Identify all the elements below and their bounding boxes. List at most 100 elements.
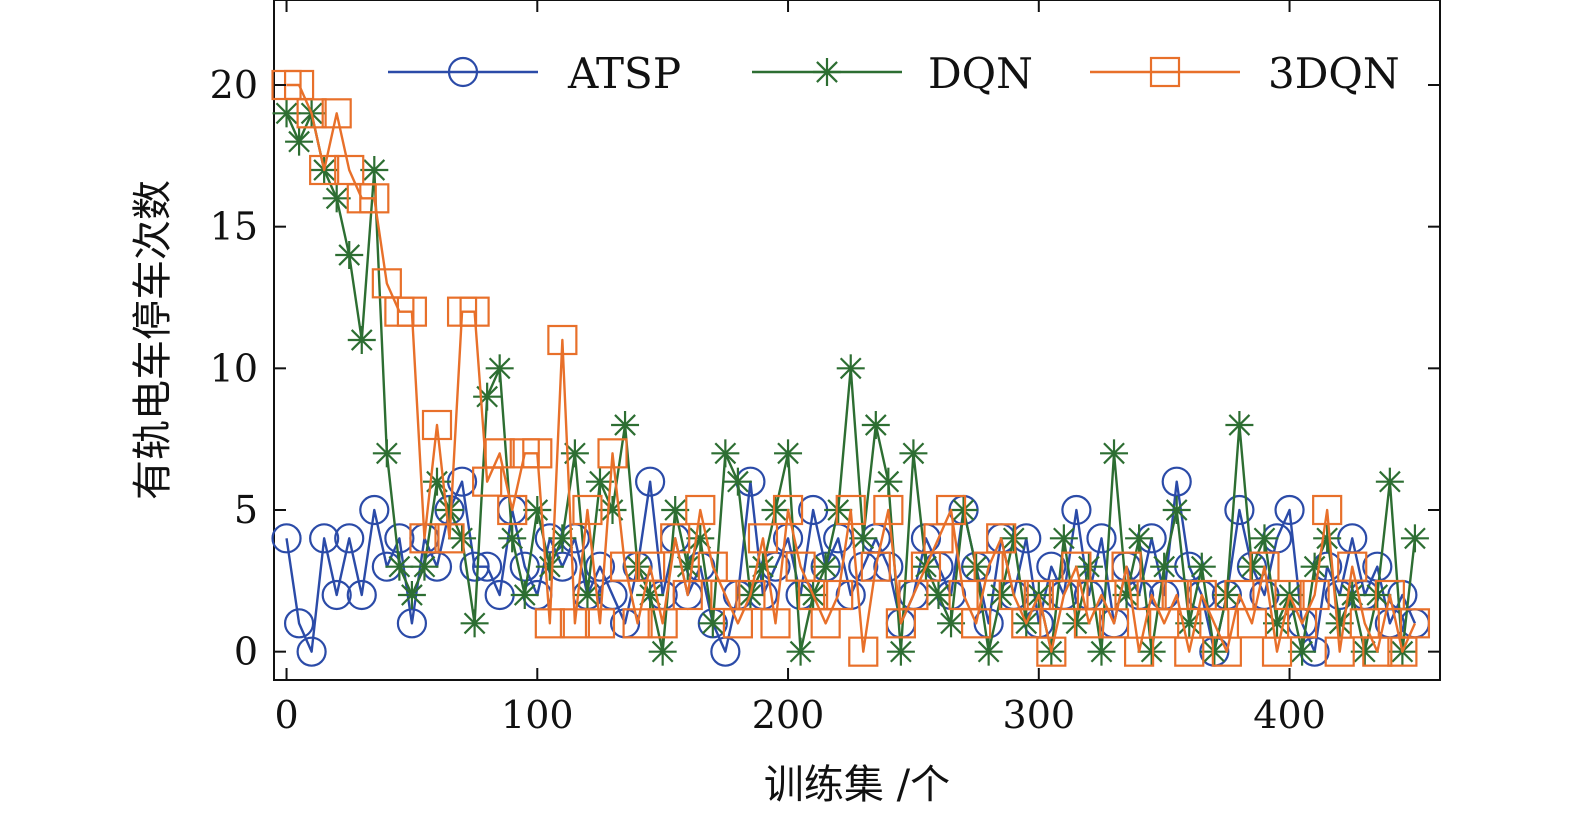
data-point-DQN bbox=[473, 382, 502, 411]
data-point-3DQN bbox=[1249, 551, 1280, 582]
data-point-3DQN bbox=[1023, 579, 1054, 611]
data-point-3DQN bbox=[873, 494, 904, 526]
data-point-DQN bbox=[272, 99, 301, 128]
data-point-DQN bbox=[723, 467, 752, 496]
data-point-DQN bbox=[1074, 552, 1103, 581]
data-point-DQN bbox=[347, 326, 376, 354]
data-point-3DQN bbox=[1236, 608, 1268, 639]
data-point-DQN bbox=[861, 411, 890, 439]
data-point-3DQN bbox=[459, 296, 490, 327]
data-point-3DQN bbox=[1312, 494, 1343, 526]
data-point-3DQN bbox=[1036, 636, 1067, 667]
y-tick-label: 10 bbox=[210, 346, 258, 390]
legend-marker bbox=[813, 58, 841, 86]
data-point-3DQN bbox=[497, 494, 528, 526]
legend: ATSP DQN 3DQN bbox=[388, 49, 1400, 98]
data-point-3DQN bbox=[1211, 636, 1242, 667]
data-point-DQN bbox=[460, 609, 489, 638]
data-point-DQN bbox=[1237, 552, 1266, 581]
data-point-DQN bbox=[874, 467, 903, 496]
data-point-3DQN bbox=[772, 494, 804, 526]
data-point-3DQN bbox=[1362, 636, 1393, 667]
data-point-DQN bbox=[498, 524, 527, 553]
data-point-3DQN bbox=[961, 608, 992, 639]
data-point-ATSP bbox=[334, 523, 365, 554]
data-point-DQN bbox=[661, 496, 690, 524]
legend-entry-DQN: DQN bbox=[752, 49, 1033, 98]
legend-entry-ATSP: ATSP bbox=[388, 49, 681, 98]
data-point-DQN bbox=[1187, 552, 1216, 581]
data-point-ATSP bbox=[1061, 494, 1092, 526]
data-point-DQN bbox=[1175, 609, 1204, 638]
data-point-ATSP bbox=[1161, 466, 1192, 497]
data-point-ATSP bbox=[472, 551, 503, 582]
data-point-DQN bbox=[999, 524, 1028, 553]
data-point-DQN bbox=[1225, 411, 1254, 439]
data-point-DQN bbox=[1250, 524, 1279, 553]
data-point-DQN bbox=[974, 637, 1003, 666]
x-tick-label: 100 bbox=[501, 693, 574, 737]
data-point-DQN bbox=[761, 496, 790, 524]
data-point-ATSP bbox=[384, 523, 415, 554]
data-point-DQN bbox=[485, 354, 514, 383]
data-point-ATSP bbox=[296, 636, 327, 667]
data-point-3DQN bbox=[986, 523, 1017, 554]
y-tick-label: 0 bbox=[234, 630, 258, 674]
y-tick-label: 15 bbox=[210, 205, 258, 249]
data-point-DQN bbox=[410, 552, 439, 581]
data-point-DQN bbox=[648, 637, 677, 666]
data-point-ATSP bbox=[635, 466, 666, 497]
data-point-3DQN bbox=[1399, 608, 1431, 639]
data-point-DQN bbox=[1112, 581, 1141, 609]
data-point-DQN bbox=[987, 581, 1016, 609]
data-point-DQN bbox=[899, 439, 928, 468]
data-point-DQN bbox=[1325, 609, 1354, 638]
data-point-3DQN bbox=[1374, 579, 1405, 611]
data-point-3DQN bbox=[622, 608, 653, 639]
data-point-DQN bbox=[937, 609, 966, 638]
data-point-DQN bbox=[598, 496, 627, 524]
data-point-DQN bbox=[1200, 637, 1229, 666]
legend-label: ATSP bbox=[567, 49, 681, 98]
data-point-DQN bbox=[962, 552, 991, 581]
data-point-3DQN bbox=[396, 296, 428, 327]
data-point-DQN bbox=[510, 581, 539, 609]
data-point-DQN bbox=[886, 637, 915, 666]
data-point-DQN bbox=[1350, 637, 1379, 666]
data-point-DQN bbox=[698, 609, 727, 638]
data-point-ATSP bbox=[271, 523, 302, 554]
data-point-3DQN bbox=[672, 579, 703, 611]
data-point-3DQN bbox=[660, 523, 691, 554]
data-point-3DQN bbox=[848, 636, 879, 667]
data-point-ATSP bbox=[346, 579, 377, 611]
data-point-3DQN bbox=[296, 98, 327, 129]
data-point-DQN bbox=[786, 637, 815, 666]
x-tick-label: 200 bbox=[752, 693, 825, 737]
data-point-ATSP bbox=[396, 608, 428, 639]
data-point-DQN bbox=[322, 184, 351, 213]
data-point-DQN bbox=[1125, 524, 1154, 553]
data-point-DQN bbox=[1263, 609, 1292, 638]
x-tick-label: 400 bbox=[1253, 693, 1326, 737]
data-point-3DQN bbox=[1161, 579, 1192, 611]
data-point-3DQN bbox=[1111, 551, 1142, 582]
data-point-3DQN bbox=[747, 523, 779, 554]
data-point-3DQN bbox=[547, 324, 578, 356]
data-point-DQN bbox=[1087, 637, 1116, 666]
data-point-DQN bbox=[748, 552, 777, 581]
data-point-3DQN bbox=[534, 608, 565, 639]
data-point-DQN bbox=[711, 439, 740, 468]
data-point-DQN bbox=[1363, 581, 1392, 609]
data-point-DQN bbox=[1300, 552, 1329, 581]
data-point-DQN bbox=[1313, 524, 1342, 553]
data-point-3DQN bbox=[584, 608, 616, 639]
data-point-DQN bbox=[285, 127, 314, 156]
data-point-3DQN bbox=[935, 494, 967, 526]
series-line-3DQN bbox=[286, 83, 1417, 653]
data-point-DQN bbox=[1212, 581, 1241, 609]
data-point-3DQN bbox=[309, 154, 340, 186]
legend-label: 3DQN bbox=[1268, 49, 1400, 98]
data-point-DQN bbox=[360, 156, 389, 184]
legend-marker bbox=[447, 56, 479, 88]
